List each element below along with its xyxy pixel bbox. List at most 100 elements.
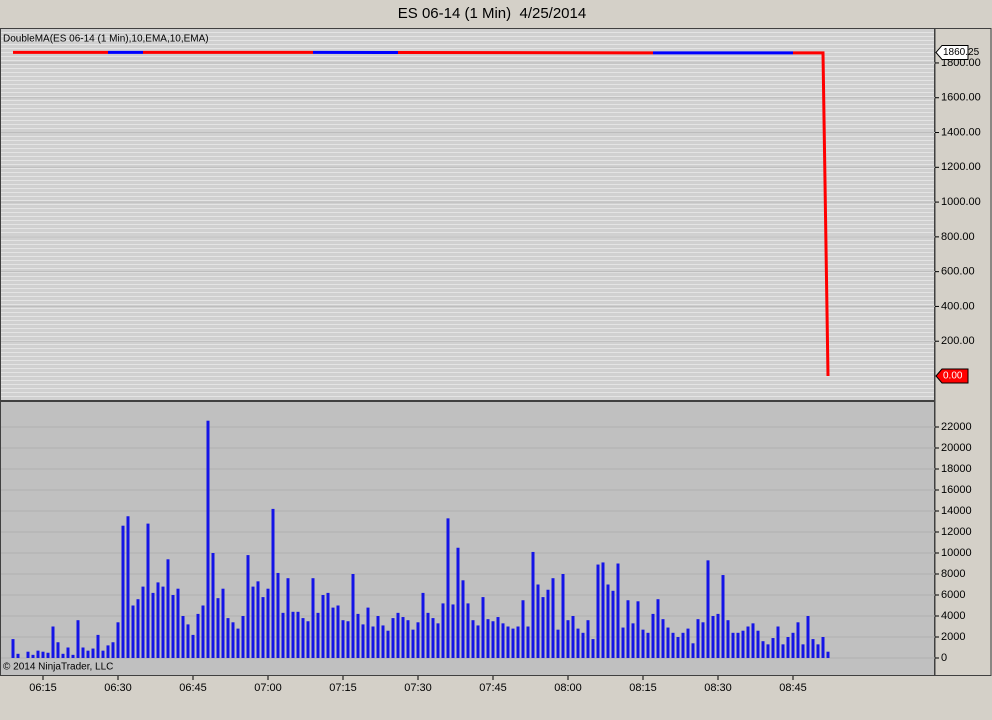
volume-bar — [566, 620, 570, 659]
volume-bar — [541, 597, 545, 659]
y-tick-label: 1000.00 — [941, 196, 981, 208]
volume-bar — [616, 563, 620, 659]
volume-bar — [11, 639, 15, 659]
copyright: © 2014 NinjaTrader, LLC — [3, 662, 113, 673]
y-tick-label: 12000 — [941, 526, 972, 538]
volume-bar — [176, 588, 180, 659]
price-marker — [935, 368, 969, 384]
volume-bar — [16, 653, 20, 659]
x-tick-label: 08:00 — [554, 682, 582, 694]
volume-bar — [521, 600, 525, 659]
volume-bar — [96, 634, 100, 659]
volume-bar — [141, 586, 145, 659]
y-tick-label: 400.00 — [941, 300, 975, 312]
volume-bar — [721, 575, 725, 659]
volume-bar — [371, 626, 375, 659]
volume-bar — [161, 586, 165, 659]
volume-bar — [556, 629, 560, 659]
volume-bar — [306, 621, 310, 659]
volume-bar — [211, 552, 215, 659]
volume-bar — [546, 589, 550, 659]
volume-bar — [576, 628, 580, 659]
volume-bar — [321, 594, 325, 659]
volume-bar — [106, 645, 110, 659]
volume-bar — [431, 618, 435, 659]
volume-bar — [571, 615, 575, 659]
ma-line — [108, 50, 793, 55]
volume-bar — [46, 652, 50, 659]
volume-bar — [216, 598, 220, 659]
volume-bar — [736, 632, 740, 659]
volume-bar — [561, 573, 565, 659]
ma-line — [13, 50, 830, 377]
volume-bar — [691, 643, 695, 659]
volume-bar — [816, 644, 820, 659]
volume-bar — [536, 584, 540, 659]
volume-bar — [581, 632, 585, 659]
volume-bar — [66, 647, 70, 659]
volume-bar — [401, 617, 405, 659]
volume-bar — [626, 600, 630, 659]
volume-bar — [586, 620, 590, 659]
y-tick-label: 200.00 — [941, 335, 975, 347]
volume-bar — [191, 634, 195, 659]
y-tick-label: 800.00 — [941, 231, 975, 243]
volume-bar — [146, 523, 150, 659]
x-tick-label: 07:15 — [329, 682, 357, 694]
volume-bar — [186, 624, 190, 659]
volume-bar — [381, 625, 385, 659]
volume-bar — [266, 588, 270, 659]
y-tick-label: 4000 — [941, 610, 965, 622]
volume-bar — [741, 630, 745, 659]
volume-bar — [86, 650, 90, 659]
volume-bar — [621, 627, 625, 659]
volume-bar — [346, 621, 350, 659]
volume-bar — [76, 620, 80, 659]
volume-bar — [781, 644, 785, 659]
volume-bar — [246, 555, 250, 659]
x-tick-label: 07:00 — [254, 682, 282, 694]
volume-bar — [436, 623, 440, 659]
volume-bar — [111, 642, 115, 659]
volume-bar — [311, 578, 315, 659]
volume-bar — [36, 650, 40, 659]
volume-bar — [641, 629, 645, 659]
volume-bar — [476, 625, 480, 659]
volume-bar — [396, 612, 400, 659]
y-tick-label: 18000 — [941, 463, 972, 475]
y-tick-label: 1600.00 — [941, 92, 981, 104]
volume-bar — [361, 624, 365, 659]
volume-bar — [281, 612, 285, 659]
volume-bar — [466, 603, 470, 659]
volume-bar — [206, 420, 210, 659]
y-tick-label: 0 — [941, 652, 947, 664]
volume-bar — [701, 622, 705, 659]
volume-bar — [406, 620, 410, 659]
volume-bar — [656, 599, 660, 659]
x-tick-label: 06:30 — [104, 682, 132, 694]
volume-bar — [356, 613, 360, 659]
volume-bar — [761, 641, 765, 659]
volume-bar — [296, 611, 300, 659]
volume-bar — [771, 638, 775, 659]
volume-bar — [256, 581, 260, 659]
volume-bar — [711, 615, 715, 659]
volume-bar — [71, 654, 75, 659]
volume-bar — [271, 508, 275, 659]
volume-bar — [331, 607, 335, 659]
volume-bar — [666, 627, 670, 659]
volume-bar — [251, 586, 255, 659]
volume-bar — [391, 618, 395, 659]
volume-bar — [591, 639, 595, 659]
volume-bar — [686, 628, 690, 659]
volume-bar — [451, 604, 455, 659]
x-tick-label: 06:45 — [179, 682, 207, 694]
volume-bar — [661, 619, 665, 659]
volume-bar — [496, 617, 500, 659]
x-tick-label: 08:15 — [629, 682, 657, 694]
y-tick-label: 6000 — [941, 589, 965, 601]
volume-bar — [551, 578, 555, 659]
volume-bar — [366, 607, 370, 659]
